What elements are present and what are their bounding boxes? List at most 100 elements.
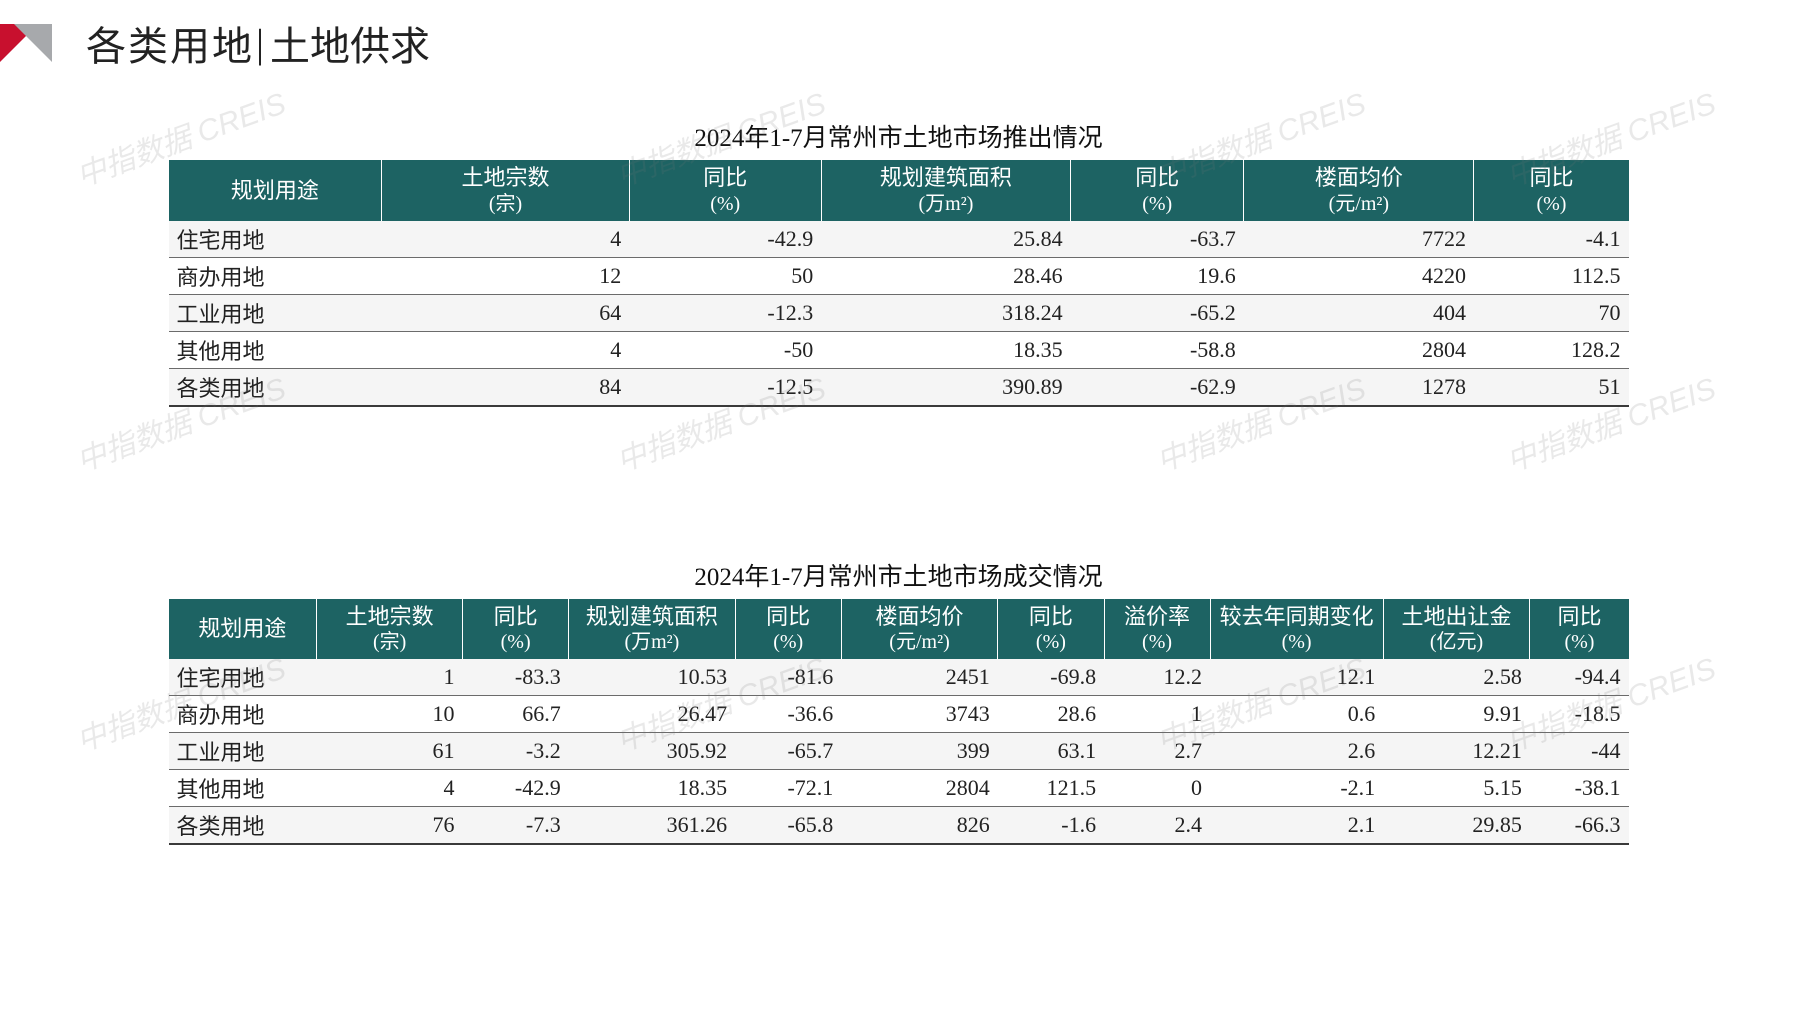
cell-value: -94.4: [1530, 659, 1629, 696]
cell-value: 70: [1474, 294, 1629, 331]
cell-value: 399: [841, 733, 997, 770]
col-header-unit: (%): [1075, 192, 1239, 217]
cell-value: 12.2: [1104, 659, 1210, 696]
cell-value: -18.5: [1530, 696, 1629, 733]
cell-value: 51: [1474, 368, 1629, 406]
content-section: 2024年1-7月常州市土地市场推出情况 规划用途土地宗数(宗)同比(%)规划建…: [169, 118, 1629, 845]
cell-value: 10.53: [569, 659, 735, 696]
cell-value: -38.1: [1530, 770, 1629, 807]
table-row: 其他用地4-5018.35-58.82804128.2: [169, 331, 1629, 368]
cell-value: -50: [629, 331, 821, 368]
cell-value: -65.2: [1071, 294, 1244, 331]
table-row: 商办用地1066.726.47-36.6374328.610.69.91-18.…: [169, 696, 1629, 733]
cell-value: 2804: [1244, 331, 1474, 368]
cell-value: 0: [1104, 770, 1210, 807]
cell-value: 76: [317, 807, 463, 845]
cell-value: 2.4: [1104, 807, 1210, 845]
col-header-unit: (%): [1109, 630, 1206, 655]
table-row: 住宅用地4-42.925.84-63.77722-4.1: [169, 221, 1629, 258]
col-header-main: 规划用途: [231, 178, 319, 203]
table-row: 工业用地64-12.3318.24-65.240470: [169, 294, 1629, 331]
cell-value: 84: [382, 368, 629, 406]
col-header: 楼面均价(元/m²): [841, 599, 997, 660]
col-header: 同比(%): [1530, 599, 1629, 660]
col-header: 同比(%): [629, 160, 821, 221]
col-header-unit: (%): [634, 192, 817, 217]
col-header-unit: (%): [1534, 630, 1624, 655]
col-header: 土地宗数(宗): [382, 160, 629, 221]
col-header-main: 土地宗数: [462, 165, 550, 190]
cell-value: 826: [841, 807, 997, 845]
cell-value: -62.9: [1071, 368, 1244, 406]
table-row: 商办用地125028.4619.64220112.5: [169, 257, 1629, 294]
table-row: 各类用地84-12.5390.89-62.9127851: [169, 368, 1629, 406]
col-header: 同比(%): [735, 599, 841, 660]
row-label: 住宅用地: [169, 659, 317, 696]
row-label: 其他用地: [169, 770, 317, 807]
col-header-unit: (亿元): [1388, 630, 1526, 655]
row-label: 住宅用地: [169, 221, 382, 258]
cell-value: 18.35: [821, 331, 1070, 368]
cell-value: -44: [1530, 733, 1629, 770]
col-header: 同比(%): [1474, 160, 1629, 221]
cell-value: -3.2: [463, 733, 569, 770]
col-header: 土地宗数(宗): [317, 599, 463, 660]
cell-value: -12.5: [629, 368, 821, 406]
col-header: 规划用途: [169, 599, 317, 660]
col-header-unit: (%): [1215, 630, 1379, 655]
table2-title: 2024年1-7月常州市土地市场成交情况: [169, 557, 1629, 593]
cell-value: 26.47: [569, 696, 735, 733]
col-header-unit: (宗): [386, 192, 624, 217]
logo: [0, 24, 74, 62]
cell-value: -66.3: [1530, 807, 1629, 845]
col-header-unit: (宗): [321, 630, 458, 655]
col-header: 溢价率(%): [1104, 599, 1210, 660]
col-header: 同比(%): [1071, 160, 1244, 221]
col-header: 规划建筑面积(万m²): [821, 160, 1070, 221]
cell-value: 12.21: [1383, 733, 1530, 770]
cell-value: 305.92: [569, 733, 735, 770]
table-row: 工业用地61-3.2305.92-65.739963.12.72.612.21-…: [169, 733, 1629, 770]
cell-value: 112.5: [1474, 257, 1629, 294]
cell-value: 28.46: [821, 257, 1070, 294]
cell-value: 1: [317, 659, 463, 696]
cell-value: 9.91: [1383, 696, 1530, 733]
table-row: 各类用地76-7.3361.26-65.8826-1.62.42.129.85-…: [169, 807, 1629, 845]
cell-value: 64: [382, 294, 629, 331]
cell-value: 121.5: [998, 770, 1104, 807]
cell-value: 2.58: [1383, 659, 1530, 696]
col-header-main: 同比: [494, 604, 538, 629]
cell-value: 0.6: [1210, 696, 1383, 733]
col-header-main: 土地出让金: [1402, 604, 1512, 629]
cell-value: 10: [317, 696, 463, 733]
cell-value: 2.6: [1210, 733, 1383, 770]
cell-value: 50: [629, 257, 821, 294]
col-header: 较去年同期变化(%): [1210, 599, 1383, 660]
cell-value: 12: [382, 257, 629, 294]
col-header-unit: (%): [740, 630, 837, 655]
cell-value: 4220: [1244, 257, 1474, 294]
title-subtitle: 土地供求: [270, 14, 430, 72]
cell-value: 5.15: [1383, 770, 1530, 807]
cell-value: 1: [1104, 696, 1210, 733]
cell-value: -12.3: [629, 294, 821, 331]
col-header-main: 土地宗数: [346, 604, 434, 629]
cell-value: -2.1: [1210, 770, 1383, 807]
col-header: 规划建筑面积(万m²): [569, 599, 735, 660]
cell-value: 390.89: [821, 368, 1070, 406]
table-supply: 规划用途土地宗数(宗)同比(%)规划建筑面积(万m²)同比(%)楼面均价(元/m…: [169, 160, 1629, 407]
col-header-unit: (%): [1478, 192, 1624, 217]
col-header-main: 楼面均价: [876, 604, 964, 629]
cell-value: 361.26: [569, 807, 735, 845]
title-category: 各类用地: [86, 14, 254, 72]
cell-value: 1278: [1244, 368, 1474, 406]
row-label: 各类用地: [169, 807, 317, 845]
col-header-main: 同比: [703, 165, 747, 190]
row-label: 工业用地: [169, 294, 382, 331]
table-row: 住宅用地1-83.310.53-81.62451-69.812.212.12.5…: [169, 659, 1629, 696]
col-header: 楼面均价(元/m²): [1244, 160, 1474, 221]
col-header-unit: (%): [1002, 630, 1099, 655]
cell-value: 404: [1244, 294, 1474, 331]
col-header-unit: (元/m²): [1248, 192, 1469, 217]
table-deal: 规划用途土地宗数(宗)同比(%)规划建筑面积(万m²)同比(%)楼面均价(元/m…: [169, 599, 1629, 846]
